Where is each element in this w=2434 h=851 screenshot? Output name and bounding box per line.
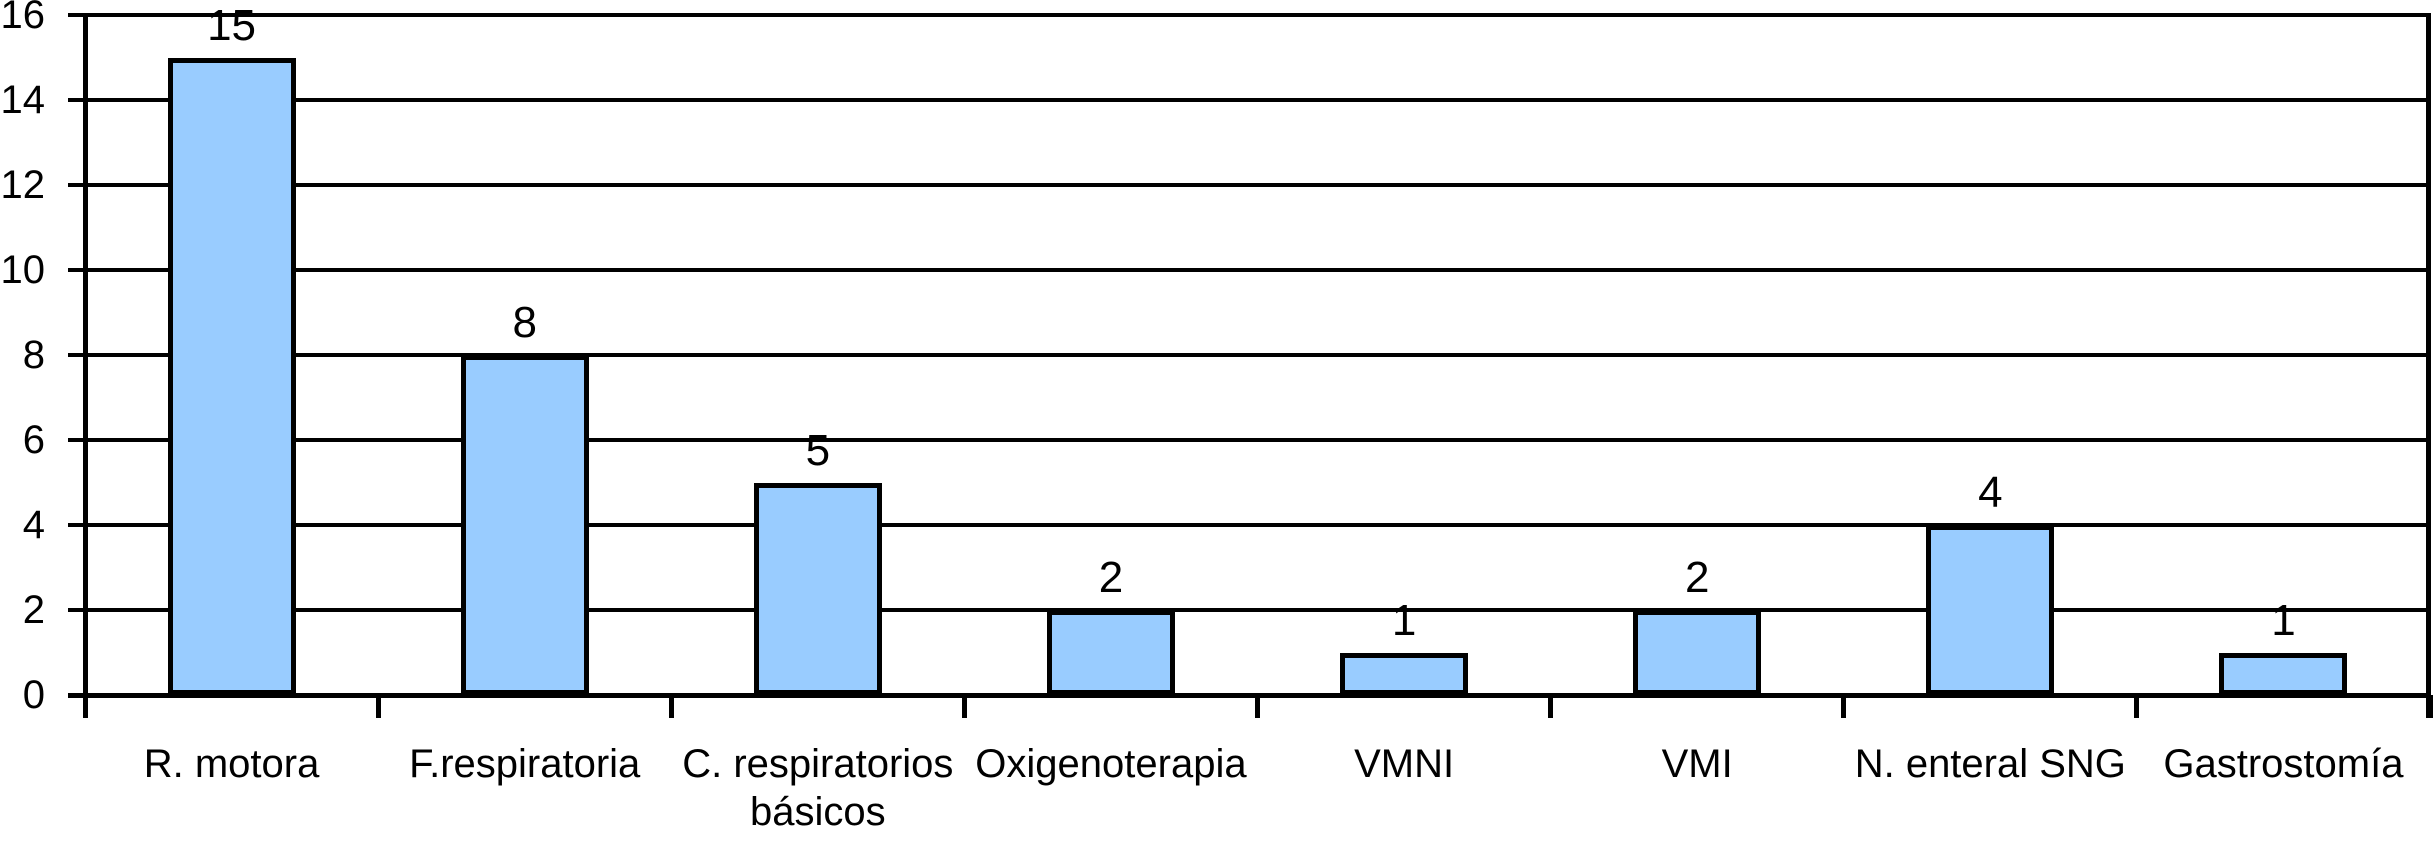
bar-data-label: 1 xyxy=(1391,595,1417,645)
gridline xyxy=(68,13,2430,17)
category-label: C. respiratorios básicos xyxy=(682,742,954,834)
y-tick-label: 6 xyxy=(22,418,45,462)
x-axis-tick xyxy=(961,695,967,718)
category-label: Gastrostomía xyxy=(2163,742,2404,786)
gridline xyxy=(68,608,2430,612)
y-tick-label: 8 xyxy=(22,333,45,377)
x-axis-tick xyxy=(1841,695,1847,718)
category-label: F.respiratoria xyxy=(409,742,641,786)
x-axis-tick xyxy=(1255,695,1260,718)
gridline xyxy=(68,268,2430,272)
bar-data-label: 2 xyxy=(1098,553,1124,602)
gridline xyxy=(68,438,2430,442)
x-axis-tick xyxy=(2134,695,2140,718)
gridline xyxy=(68,183,2430,187)
category-label: R. motora xyxy=(143,742,320,786)
bar xyxy=(1926,525,2055,695)
y-tick-label: 16 xyxy=(0,0,46,37)
x-axis-line xyxy=(68,693,2430,698)
bar xyxy=(1633,610,1762,695)
bar xyxy=(1340,652,1469,695)
y-tick-label: 0 xyxy=(22,673,45,717)
bar-data-label: 5 xyxy=(805,425,831,475)
y-tick-label: 10 xyxy=(0,248,46,292)
bar-data-label: 4 xyxy=(1978,468,2003,517)
y-tick-label: 14 xyxy=(0,78,46,122)
x-axis-tick xyxy=(82,695,88,718)
bar xyxy=(1046,610,1175,695)
bar-data-label: 15 xyxy=(207,0,257,50)
x-axis-tick xyxy=(1548,695,1554,718)
gridline xyxy=(68,353,2430,357)
y-tick-label: 2 xyxy=(22,588,45,632)
y-tick-label: 4 xyxy=(22,503,45,547)
category-label: VMI xyxy=(1661,742,1733,786)
plot-right-border xyxy=(2426,13,2431,718)
category-label: Oxigenoterapia xyxy=(975,742,1247,786)
bar xyxy=(460,355,589,695)
bar xyxy=(753,482,882,695)
bar-data-label: 1 xyxy=(2271,595,2296,645)
y-axis-line xyxy=(83,13,88,718)
bar-data-label: 2 xyxy=(1684,553,1710,602)
gridline xyxy=(68,523,2430,527)
category-label: VMNI xyxy=(1354,742,1455,786)
bar xyxy=(2219,652,2348,695)
x-axis-tick xyxy=(375,695,381,718)
x-axis-tick xyxy=(2427,695,2433,718)
bar xyxy=(167,57,296,695)
bar-data-label: 8 xyxy=(512,298,537,347)
gridline xyxy=(68,98,2430,102)
category-label: N. enteral SNG xyxy=(1854,742,2126,786)
y-tick-label: 12 xyxy=(0,163,46,207)
x-axis-tick xyxy=(668,695,674,718)
